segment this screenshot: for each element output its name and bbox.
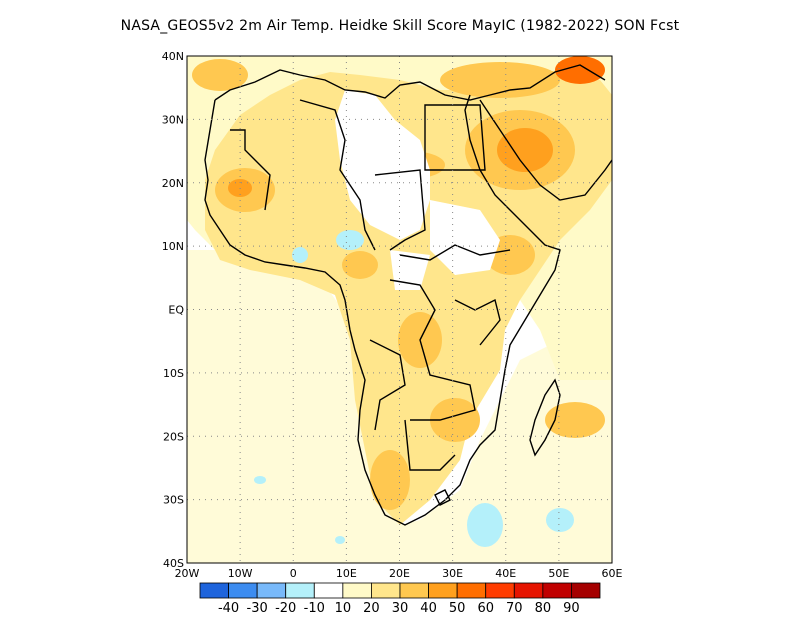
colorbar-label: 90 [563,601,580,616]
colorbar-swatch [399,582,429,599]
map-frame [186,55,613,564]
lon-tick-label: 20E [389,567,410,580]
colorbar-swatch [513,582,544,599]
lat-axis: 40N 30N 20N 10N EQ 10S 20S 30S 40S [162,50,185,570]
map-field [187,56,612,563]
colorbar-swatch [285,582,315,599]
grid [187,56,612,563]
colorbar-swatch [428,582,458,599]
lat-tick-label: 30N [162,113,184,126]
lon-tick-label: 10E [336,567,357,580]
colorbar-swatch [485,582,515,599]
lat-tick-label: 40S [163,557,184,570]
lon-tick-label: 50E [548,567,569,580]
colorbar-label: -40 [218,601,239,616]
colorbar-label: 30 [392,601,409,616]
colorbar-label: 10 [335,601,352,616]
colorbar-swatch [199,582,229,599]
coastlines [204,64,612,526]
lat-tick-label: 30S [163,494,184,507]
colorbar-label: 80 [535,601,552,616]
colorbar-swatch [542,582,572,599]
lon-tick-label: 30E [442,567,463,580]
colorbar-label: 20 [363,601,380,616]
colorbar-swatch [256,582,287,599]
lon-tick-label: 60E [602,567,623,580]
colorbar-swatch [571,582,601,599]
colorbar-swatch [456,582,487,599]
colorbar-label: -30 [247,601,268,616]
colorbar-label: -20 [275,601,296,616]
lat-tick-label: 10N [162,240,184,253]
lon-tick-label: 10W [228,567,253,580]
lat-tick-label: 10S [163,367,184,380]
colorbar-swatch [371,582,401,599]
lat-tick-label: EQ [168,304,184,317]
lon-tick-label: 40E [495,567,516,580]
colorbar-label: 50 [449,601,466,616]
colorbar-swatch [228,582,258,599]
lon-tick-label: 20W [175,567,200,580]
colorbar-swatch [342,582,372,599]
lat-tick-label: 20S [163,430,184,443]
lat-tick-label: 40N [162,50,184,63]
lon-tick-label: 0 [290,567,297,580]
lat-tick-label: 20N [162,177,184,190]
colorbar-label: 60 [477,601,494,616]
colorbar-labels: -40 -30 -20 -10 10 20 30 40 50 60 70 80 90 [218,601,580,616]
lon-axis: 20W 10W 0 10E 20E 30E 40E 50E 60E [175,567,623,580]
colorbar [199,582,601,599]
map-title: NASA_GEOS5v2 2m Air Temp. Heidke Skill S… [120,18,680,34]
colorbar-label: -10 [304,601,325,616]
colorbar-label: 40 [420,601,437,616]
colorbar-label: 70 [506,601,523,616]
colorbar-swatch [313,582,344,599]
